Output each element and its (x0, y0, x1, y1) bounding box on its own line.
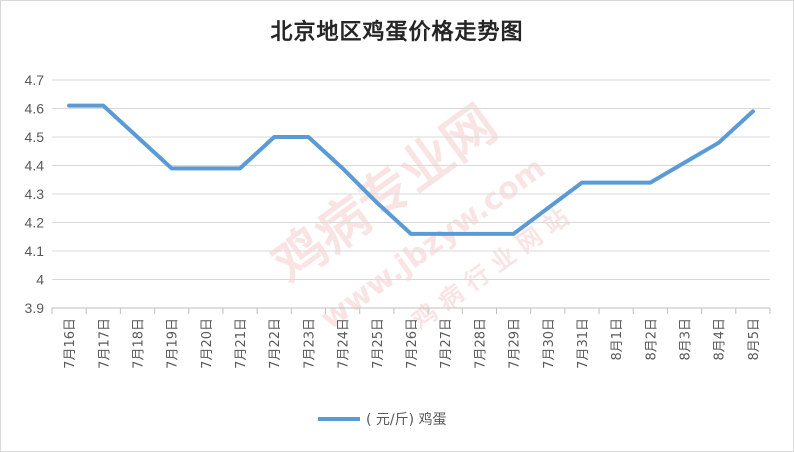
x-tick-label: 7月17日 (97, 318, 112, 369)
x-tick-label: 7月30日 (542, 318, 557, 369)
x-tick-label: 7月27日 (439, 318, 454, 369)
y-axis-ticks: 4.7 4.6 4.5 4.4 4.3 4.2 4.1 4 3.9 (25, 72, 45, 316)
x-tick-label: 7月16日 (63, 318, 78, 369)
watermark: 鸡病专业网 www.jbzyw.com 鸡 病 行 业 网 站 (262, 94, 573, 336)
x-tick-label: 8月3日 (679, 318, 694, 361)
x-tick-label: 7月25日 (371, 318, 386, 369)
y-tick-label: 4.5 (25, 129, 45, 145)
x-tick-label: 7月21日 (234, 318, 249, 369)
legend-label: ( 元/斤) 鸡蛋 (366, 411, 447, 428)
x-tick-label: 7月29日 (508, 318, 523, 369)
x-tick-label: 7月18日 (131, 318, 146, 369)
x-tick-label: 7月22日 (268, 318, 283, 369)
x-tick-label: 8月4日 (713, 318, 728, 361)
x-tick-label: 8月2日 (644, 318, 659, 361)
y-tick-label: 4.6 (25, 101, 45, 117)
x-tick-label: 7月26日 (405, 318, 420, 369)
y-tick-label: 4.7 (25, 72, 45, 88)
x-tick-label: 7月31日 (576, 318, 591, 369)
x-tick-label: 8月5日 (747, 318, 762, 361)
x-tick-label: 8月1日 (610, 318, 625, 361)
x-tick-label: 7月19日 (166, 318, 181, 369)
y-tick-label: 4.2 (25, 215, 45, 231)
x-tick-label: 7月23日 (302, 318, 317, 369)
y-tick-label: 4 (36, 272, 44, 288)
x-axis: 7月16日 7月17日 7月18日 7月19日 7月20日 7月21日 7月22日 7月23日… (51, 307, 771, 369)
x-tick-label: 7月20日 (200, 318, 215, 369)
x-tick-label: 7月24日 (337, 318, 352, 369)
legend: ( 元/斤) 鸡蛋 (318, 411, 447, 428)
series-layer (67, 103, 755, 236)
y-tick-label: 3.9 (25, 300, 45, 316)
y-tick-label: 4.4 (25, 158, 45, 174)
chart-title: 北京地区鸡蛋价格走势图 (270, 19, 524, 45)
y-tick-label: 4.1 (25, 243, 45, 259)
y-tick-label: 4.3 (25, 186, 45, 202)
x-tick-label: 7月28日 (473, 318, 488, 369)
